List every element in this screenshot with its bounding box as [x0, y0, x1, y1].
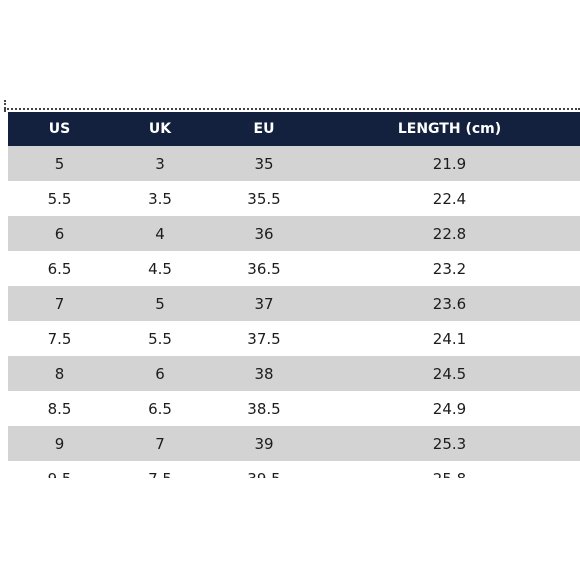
cell-eu: 38 [209, 356, 319, 391]
table-header: US UK EU LENGTH (cm) [8, 112, 580, 146]
table-row: 6.5 4.5 36.5 23.2 [8, 251, 580, 286]
table-row: 8.5 6.5 38.5 24.9 [8, 391, 580, 426]
cell-uk: 4 [111, 216, 209, 251]
cell-length: 24.9 [319, 391, 580, 426]
cell-us: 9 [8, 426, 111, 461]
cell-us: 6 [8, 216, 111, 251]
cell-us: 6.5 [8, 251, 111, 286]
cell-length: 22.8 [319, 216, 580, 251]
cell-us: 8.5 [8, 391, 111, 426]
cell-eu: 37.5 [209, 321, 319, 356]
table-row: 8 6 38 24.5 [8, 356, 580, 391]
cell-length: 22.4 [319, 181, 580, 216]
cell-uk: 7.5 [111, 461, 209, 478]
cell-us: 5.5 [8, 181, 111, 216]
cell-uk: 5.5 [111, 321, 209, 356]
header-row: US UK EU LENGTH (cm) [8, 112, 580, 146]
cell-uk: 3 [111, 146, 209, 181]
cell-us: 7.5 [8, 321, 111, 356]
header-uk: UK [111, 112, 209, 146]
header-length: LENGTH (cm) [319, 112, 580, 146]
cell-eu: 38.5 [209, 391, 319, 426]
size-chart-table: US UK EU LENGTH (cm) 5 3 35 21.9 5.5 3.5 35.5 2… [8, 112, 580, 478]
table-row: 9.57.539.525.8 [8, 461, 580, 478]
cell-uk: 5 [111, 286, 209, 321]
cell-uk: 7 [111, 426, 209, 461]
dotted-top-border [4, 108, 580, 110]
table-row: 6 4 36 22.8 [8, 216, 580, 251]
cell-length: 24.5 [319, 356, 580, 391]
table-row: 7.5 5.5 37.5 24.1 [8, 321, 580, 356]
cell-eu: 39 [209, 426, 319, 461]
header-us: US [8, 112, 111, 146]
cell-eu: 35.5 [209, 181, 319, 216]
cell-uk: 3.5 [111, 181, 209, 216]
cell-eu: 37 [209, 286, 319, 321]
cell-eu: 35 [209, 146, 319, 181]
table-body: 5 3 35 21.9 5.5 3.5 35.5 22.4 6 4 36 22.8 6.5 4.5 36.5… [8, 146, 580, 478]
cell-us: 8 [8, 356, 111, 391]
table-row: 9 7 39 25.3 [8, 426, 580, 461]
table-row: 7 5 37 23.6 [8, 286, 580, 321]
size-chart-table-container: US UK EU LENGTH (cm) 5 3 35 21.9 5.5 3.5 35.5 2… [8, 112, 580, 478]
cell-length: 24.1 [319, 321, 580, 356]
table-row: 5.5 3.5 35.5 22.4 [8, 181, 580, 216]
table-row: 5 3 35 21.9 [8, 146, 580, 181]
cell-eu: 36.5 [209, 251, 319, 286]
cell-uk: 6.5 [111, 391, 209, 426]
cell-us: 7 [8, 286, 111, 321]
cell-uk: 6 [111, 356, 209, 391]
cell-length: 21.9 [319, 146, 580, 181]
cell-eu: 39.5 [209, 461, 319, 478]
cell-us: 5 [8, 146, 111, 181]
dotted-corner-marker [4, 100, 6, 112]
cell-length: 23.2 [319, 251, 580, 286]
header-eu: EU [209, 112, 319, 146]
cell-uk: 4.5 [111, 251, 209, 286]
cell-length: 25.8 [319, 461, 580, 478]
cell-length: 25.3 [319, 426, 580, 461]
cell-us: 9.5 [8, 461, 111, 478]
cell-eu: 36 [209, 216, 319, 251]
cell-length: 23.6 [319, 286, 580, 321]
